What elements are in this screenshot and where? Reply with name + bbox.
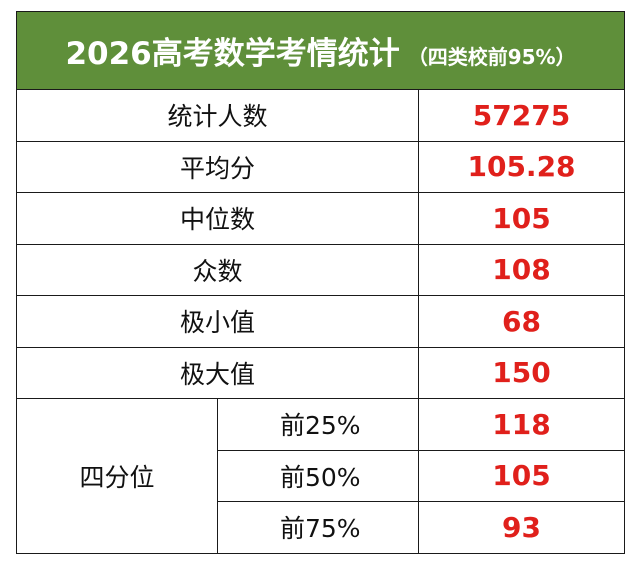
quartile-value: 93 [417,501,626,554]
row-label: 极大值 [16,346,419,399]
quartile-label: 前25% [217,398,419,451]
table-row: 极大值 150 [16,346,626,399]
title-row: 2026高考数学考情统计 （四类校前95%） [15,11,626,90]
quartile-value: 118 [417,398,626,451]
quartile-row: 前50% 105 [17,449,626,502]
row-label: 中位数 [16,192,419,245]
row-value: 57275 [417,89,626,142]
table-title-cell: 2026高考数学考情统计 （四类校前95%） [15,11,626,90]
quartile-label: 前50% [217,449,419,502]
quartile-value: 105 [417,449,626,502]
table-row: 平均分 105.28 [16,140,626,193]
table-row: 统计人数 57275 [16,89,626,142]
row-label: 极小值 [16,295,419,348]
row-value: 105 [417,192,626,245]
row-label: 统计人数 [16,89,419,142]
row-value: 150 [417,346,626,399]
row-label: 众数 [16,243,419,296]
quartile-row: 四分位 前25% 118 [16,398,626,554]
row-value: 108 [417,243,626,296]
table-row: 众数 108 [16,243,626,296]
quartile-row: 前75% 93 [17,501,626,554]
table-row: 极小值 68 [16,295,626,348]
quartile-group-label: 四分位 [16,398,218,554]
table-row: 中位数 105 [16,192,626,245]
row-label: 平均分 [16,140,419,193]
quartile-label: 前75% [217,501,419,554]
table-title: 2026高考数学考情统计 [65,36,400,72]
row-value: 105.28 [417,140,626,193]
table-subtitle: （四类校前95%） [407,45,576,69]
stats-table: 2026高考数学考情统计 （四类校前95%） 统计人数 57275 平均分 105… [15,11,626,554]
row-value: 68 [417,295,626,348]
